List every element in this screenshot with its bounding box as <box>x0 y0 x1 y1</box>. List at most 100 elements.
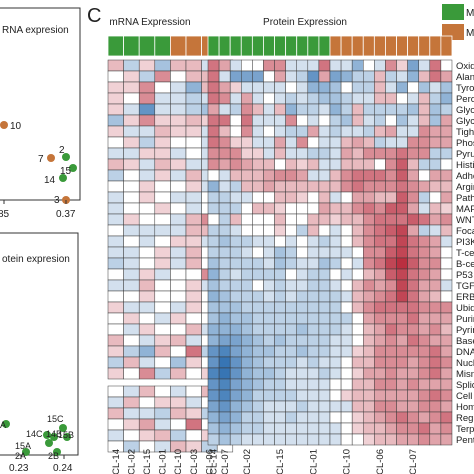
heatmap-cell <box>296 92 309 105</box>
heatmap-cell <box>407 125 419 138</box>
heatmap-cell <box>107 312 124 325</box>
heatmap-cell <box>418 92 431 105</box>
heatmap-cell <box>207 323 220 336</box>
heatmap-cell <box>440 323 453 336</box>
heatmap-cell <box>329 114 342 127</box>
heatmap-cell <box>385 301 397 314</box>
heatmap-cell <box>363 114 375 127</box>
heatmap-cell <box>396 180 408 193</box>
heatmap-cell <box>274 411 286 424</box>
heatmap-cell <box>218 268 231 281</box>
heatmap-cell <box>340 378 353 391</box>
heatmap-cell <box>207 213 220 226</box>
heatmap-cell <box>185 429 202 442</box>
heatmap-cell <box>107 125 124 138</box>
heatmap-cell <box>185 224 202 237</box>
heatmap-cell <box>252 125 264 138</box>
heatmap-cell <box>274 224 286 237</box>
heatmap-cell <box>285 180 297 193</box>
heatmap-cell <box>385 235 397 248</box>
heatmap-cell <box>407 59 419 72</box>
group-annotation-cell <box>396 35 409 57</box>
heatmap-cell <box>429 400 442 413</box>
heatmap-cell <box>440 378 453 391</box>
column-label: CL-14 <box>111 449 122 474</box>
heatmap-cell <box>429 224 442 237</box>
heatmap-cell <box>385 92 397 105</box>
scatter-point <box>59 174 67 182</box>
heatmap-cell <box>252 235 264 248</box>
heatmap-cell <box>351 136 364 149</box>
heatmap-cell <box>363 301 375 314</box>
heatmap-cell <box>374 312 386 325</box>
heatmap-cell <box>363 334 375 347</box>
heatmap-cell <box>107 396 124 409</box>
heatmap-cell <box>285 92 297 105</box>
heatmap-cell <box>318 246 331 259</box>
group-annotation-cell <box>296 35 309 57</box>
heatmap-cell <box>154 279 171 292</box>
heatmap-cell <box>229 158 242 171</box>
heatmap-cell <box>170 385 187 398</box>
heatmap-cell <box>407 422 419 435</box>
heatmap-cell <box>340 356 353 369</box>
heatmap-cell <box>429 213 442 226</box>
heatmap-cell <box>374 59 386 72</box>
heatmap-cell <box>429 257 442 270</box>
heatmap-cell <box>429 301 442 314</box>
heatmap-cell <box>374 191 386 204</box>
heatmap-cell <box>396 136 408 149</box>
heatmap-cell <box>274 213 286 226</box>
column-label: CL-03 <box>189 449 200 474</box>
row-label: Arginin <box>456 182 474 193</box>
heatmap-cell <box>307 312 320 325</box>
scatter-point-label: 3 <box>54 195 60 206</box>
left-top-panel-title: RNA expresion <box>2 25 69 36</box>
heatmap-cell <box>418 400 431 413</box>
heatmap-cell <box>429 334 442 347</box>
heatmap-cell <box>363 345 375 358</box>
heatmap-cell <box>296 367 309 380</box>
heatmap-cell <box>351 268 364 281</box>
heatmap-cell <box>185 246 202 259</box>
heatmap-cell <box>170 81 187 94</box>
heatmap-cell <box>418 59 431 72</box>
heatmap-cell <box>374 92 386 105</box>
left-bottom-scatter-panel: otein expresion A 15C 14C 14B 15B 15A 2A… <box>0 232 79 474</box>
scatter-point-label: 15A <box>15 441 31 451</box>
heatmap-cell <box>241 411 253 424</box>
row-label: Purine <box>456 314 474 325</box>
heatmap-cell <box>207 202 220 215</box>
heatmap-cell <box>207 224 220 237</box>
heatmap-cell <box>329 257 342 270</box>
heatmap-cell <box>123 202 140 215</box>
heatmap-cell <box>123 418 140 431</box>
heatmap-cell <box>374 257 386 270</box>
heatmap-cell <box>407 345 419 358</box>
heatmap-cell <box>396 235 408 248</box>
heatmap-cell <box>241 400 253 413</box>
heatmap-cell <box>329 411 342 424</box>
heatmap-cell <box>241 136 253 149</box>
heatmap-cell <box>274 422 286 435</box>
heatmap-cell <box>440 235 453 248</box>
scatter-point-label: 14B <box>46 429 62 439</box>
heatmap-cell <box>229 345 242 358</box>
heatmap-cell <box>329 213 342 226</box>
heatmap-cell <box>170 92 187 105</box>
heatmap-cell <box>329 290 342 303</box>
heatmap-cell <box>154 180 171 193</box>
heatmap-cell <box>285 191 297 204</box>
group-annotation-cell <box>207 35 220 57</box>
heatmap-cell <box>218 334 231 347</box>
heatmap-cell <box>351 301 364 314</box>
heatmap-cell <box>207 180 220 193</box>
heatmap-cell <box>307 257 320 270</box>
heatmap-cell <box>418 411 431 424</box>
heatmap-cell <box>138 136 156 149</box>
heatmap-cell <box>318 92 331 105</box>
heatmap-cell <box>440 136 453 149</box>
heatmap-cell <box>296 356 309 369</box>
heatmap-cell <box>285 70 297 83</box>
heatmap-cell <box>241 114 253 127</box>
